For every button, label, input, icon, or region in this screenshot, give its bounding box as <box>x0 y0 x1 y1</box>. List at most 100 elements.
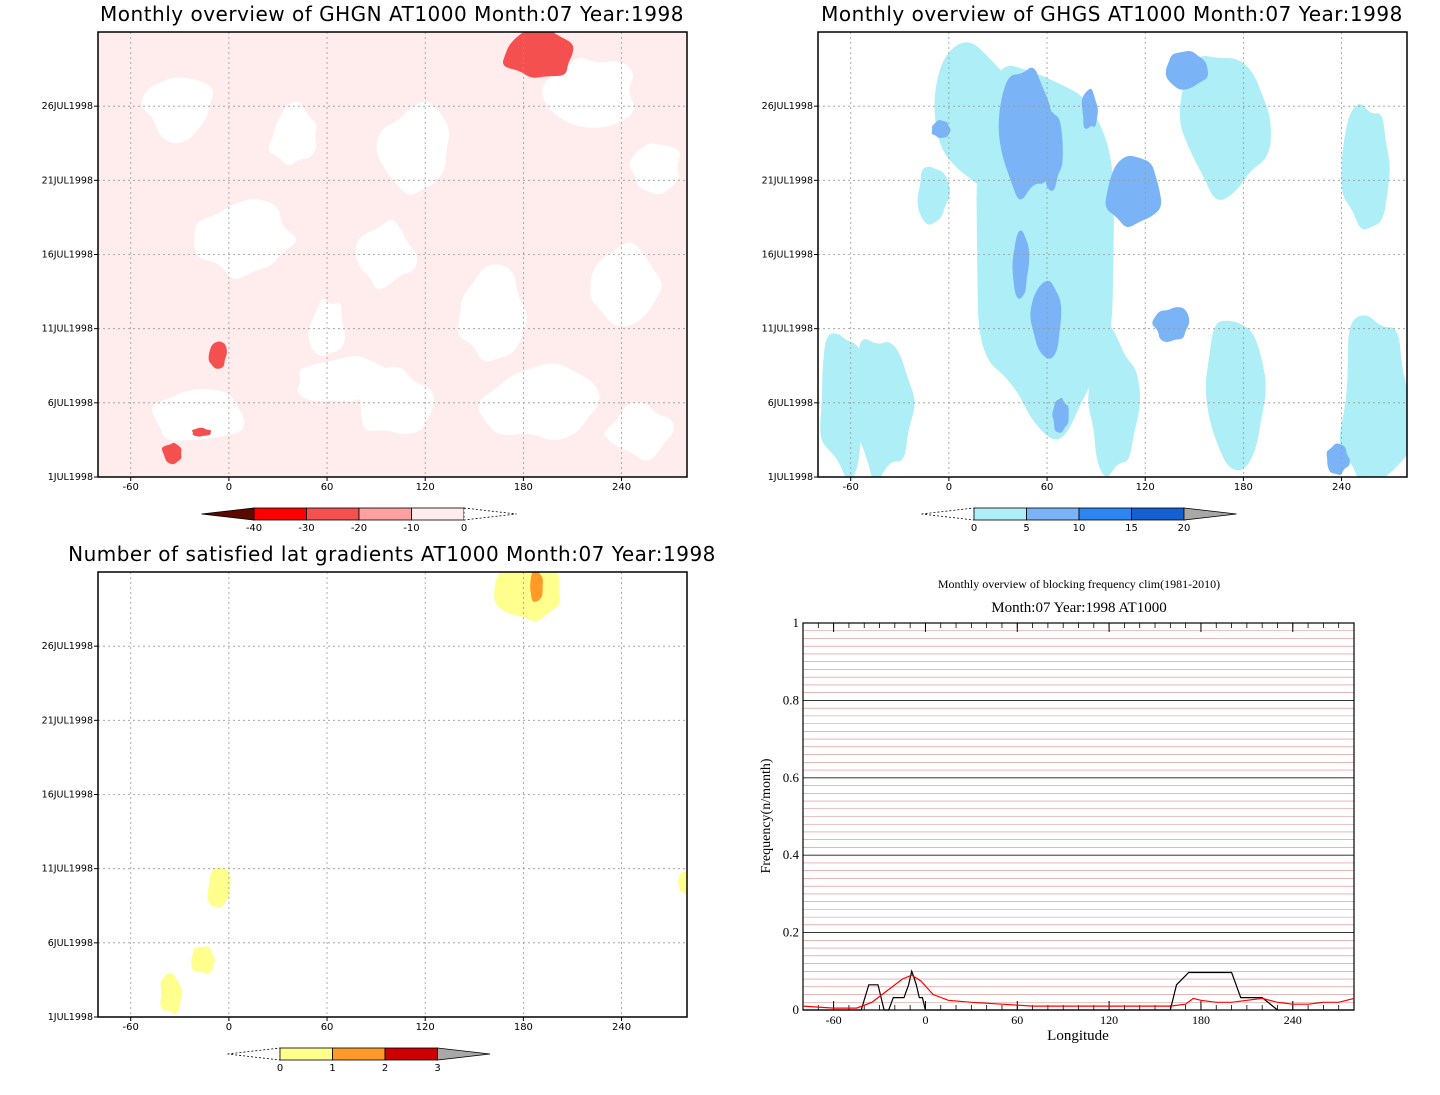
y-tick-label: 26JUL1998 <box>42 101 93 112</box>
plot-area <box>98 32 687 477</box>
y-tick-label: 21JUL1998 <box>762 175 813 186</box>
colorbar-label: 1 <box>329 1063 335 1074</box>
x-tick-label: 180 <box>1192 1013 1210 1027</box>
series-line <box>803 969 1354 1011</box>
colorbar-arrow <box>227 1047 281 1061</box>
contour-feature <box>1012 230 1030 299</box>
y-tick-label: 21JUL1998 <box>42 175 93 186</box>
y-tick-label: 11JUL1998 <box>42 864 93 875</box>
contour-feature <box>931 120 951 139</box>
contour-feature <box>160 972 183 1015</box>
contour-feature <box>998 67 1054 200</box>
colorbar-label: 0 <box>461 523 467 534</box>
y-tick-label: 1JUL1998 <box>48 472 93 483</box>
x-tick-label: 0 <box>226 482 232 493</box>
ghgn-panel: Monthly overview of GHGN AT1000 Month:07… <box>42 2 688 534</box>
x-tick-label: 60 <box>1011 1013 1023 1027</box>
series-line <box>802 974 1355 1009</box>
ghgs-panel: Monthly overview of GHGS AT1000 Month:07… <box>762 2 1408 534</box>
contour-feature <box>191 946 215 974</box>
ghgs-band <box>1088 322 1140 477</box>
x-tick-label: -60 <box>123 1022 139 1033</box>
blocking-frequency-panel: Monthly overview of blocking frequency c… <box>759 577 1355 1044</box>
y-tick-label: 0.8 <box>783 692 799 707</box>
contour-feature <box>208 341 227 369</box>
y-tick-label: 6JUL1998 <box>48 938 93 949</box>
colorbar-label: 0 <box>277 1063 283 1074</box>
blocking-xlabel: Longitude <box>1047 1028 1109 1044</box>
colorbar-segment <box>973 507 1027 521</box>
y-tick-label: 0 <box>793 1002 800 1017</box>
colorbar-label: 10 <box>1073 523 1086 534</box>
colorbar-label: -10 <box>403 523 419 534</box>
colorbar-label: 3 <box>434 1063 440 1074</box>
plot-area <box>818 32 1407 477</box>
y-tick-label: 21JUL1998 <box>42 715 93 726</box>
blocking-title: Monthly overview of blocking frequency c… <box>938 577 1220 591</box>
ghgn-gap <box>141 77 214 144</box>
x-tick-label: 60 <box>321 482 334 493</box>
x-tick-label: -60 <box>843 482 859 493</box>
x-tick-label: 180 <box>514 482 533 493</box>
colorbar-segment <box>253 507 307 521</box>
y-tick-label: 16JUL1998 <box>762 250 813 261</box>
gradients-colorbar: 0 1 2 3 <box>227 1047 491 1074</box>
colorbar-label: 2 <box>382 1063 388 1074</box>
colorbar-arrow <box>1183 507 1237 521</box>
x-tick-label: 0 <box>946 482 952 493</box>
contour-feature <box>1105 155 1162 228</box>
colorbar-segment <box>358 507 412 521</box>
ghgn-gap <box>478 363 600 441</box>
x-tick-label: 60 <box>1041 482 1054 493</box>
blocking-subtitle: Month:07 Year:1998 AT1000 <box>991 600 1166 616</box>
colorbar-arrow <box>463 507 517 521</box>
ghgn-gap <box>376 101 450 195</box>
gradients-panel: Number of satisfied lat gradients AT1000… <box>42 542 716 1074</box>
contour-feature <box>161 442 182 465</box>
y-tick-label: 0.2 <box>783 925 799 940</box>
x-tick-label: 180 <box>1234 482 1253 493</box>
y-tick-label: 6JUL1998 <box>768 398 813 409</box>
contour-feature <box>1052 397 1069 433</box>
ghgs-colorbar: 0 5 10 15 20 <box>921 507 1237 534</box>
y-tick-label: 1JUL1998 <box>768 472 813 483</box>
x-tick-label: 240 <box>1284 1013 1302 1027</box>
y-tick-label: 26JUL1998 <box>762 101 813 112</box>
x-tick-label: 120 <box>416 1022 435 1033</box>
ghgs-band <box>820 333 867 477</box>
colorbar-segment <box>332 1047 386 1061</box>
ghgs-title: Monthly overview of GHGS AT1000 Month:07… <box>821 2 1403 26</box>
colorbar-arrow <box>921 507 975 521</box>
ghgs-band <box>855 339 915 477</box>
x-tick-label: 240 <box>612 482 631 493</box>
ghgn-gap <box>604 401 674 461</box>
colorbar-segment <box>1078 507 1132 521</box>
colorbar-label: 0 <box>971 523 977 534</box>
gradients-title: Number of satisfied lat gradients AT1000… <box>68 542 716 566</box>
x-tick-label: 0 <box>922 1013 928 1027</box>
ghgs-band <box>1341 104 1390 230</box>
y-tick-label: 26JUL1998 <box>42 641 93 652</box>
contour-feature <box>207 867 231 908</box>
ghgs-band <box>1205 320 1266 471</box>
ghgn-title: Monthly overview of GHGN AT1000 Month:07… <box>100 2 684 26</box>
ghgn-gap <box>151 388 245 441</box>
ghgs-band <box>1179 55 1271 200</box>
x-tick-label: 120 <box>1136 482 1155 493</box>
contour-feature <box>1081 88 1098 129</box>
y-tick-label: 1 <box>793 615 800 630</box>
x-tick-label: 120 <box>416 482 435 493</box>
x-tick-label: 120 <box>1100 1013 1118 1027</box>
colorbar-label: 15 <box>1125 523 1138 534</box>
x-tick-label: 180 <box>514 1022 533 1033</box>
contour-feature <box>191 427 212 437</box>
ghgs-band <box>917 166 951 225</box>
colorbar-label: -20 <box>351 523 367 534</box>
contour-feature <box>494 572 560 621</box>
colorbar-label: 5 <box>1023 523 1029 534</box>
colorbar-label: -40 <box>246 523 262 534</box>
contour-feature <box>1030 280 1062 359</box>
colorbar-label: -30 <box>298 523 314 534</box>
colorbar-segment <box>411 507 465 521</box>
contour-feature <box>678 871 687 895</box>
